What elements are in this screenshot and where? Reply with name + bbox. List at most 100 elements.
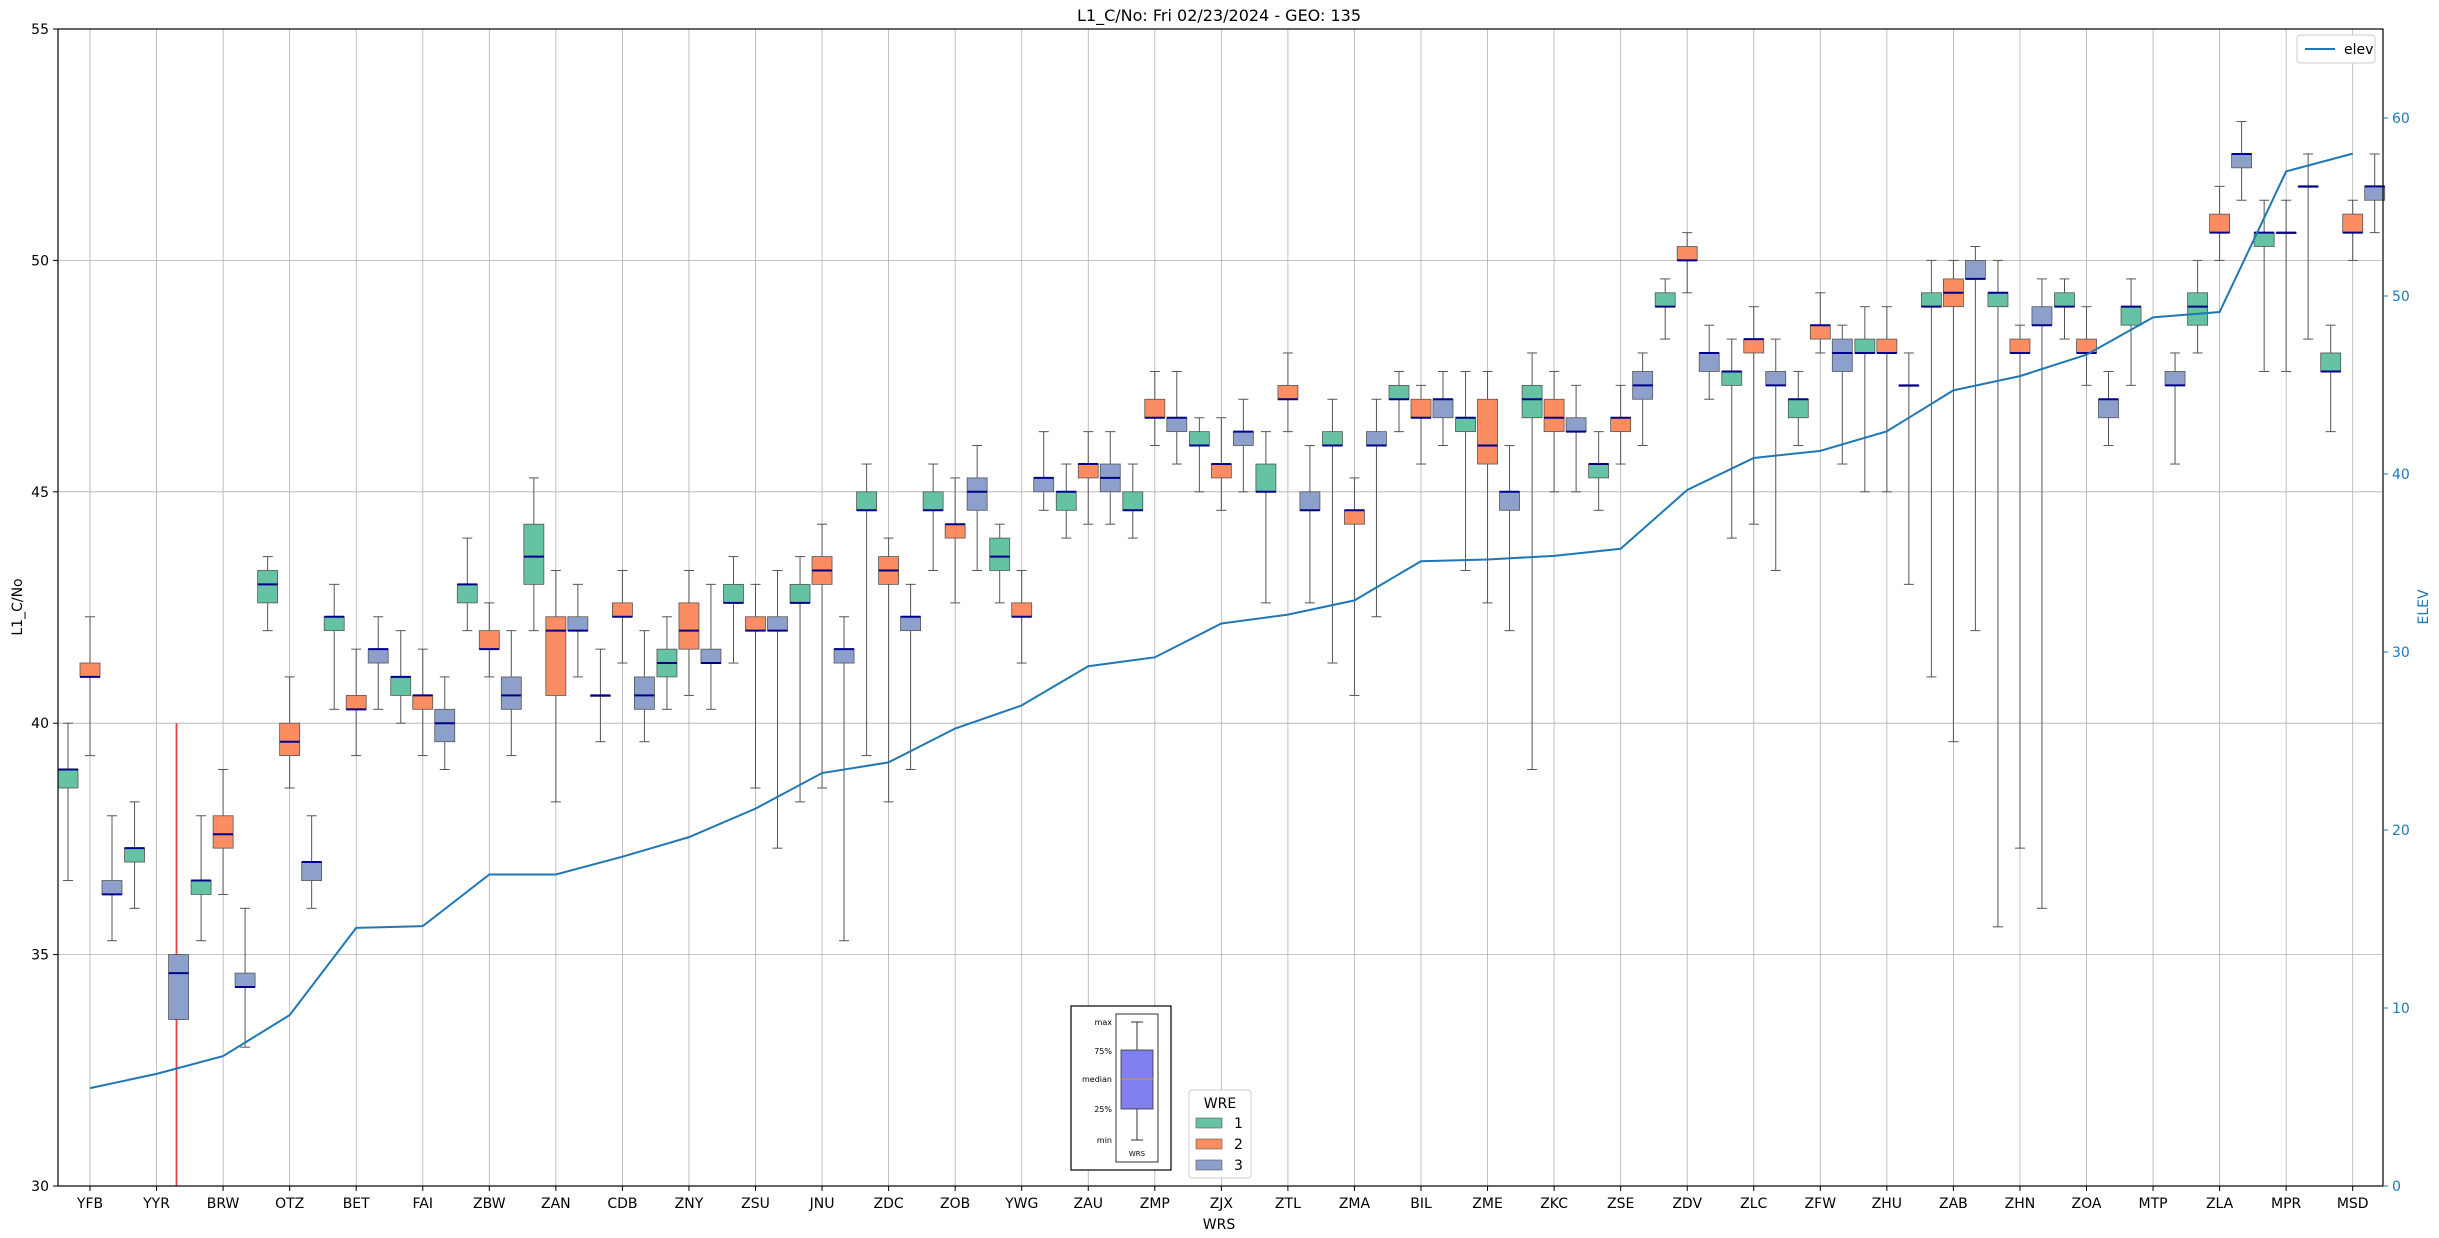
box-body: [1921, 292, 1942, 308]
box-body: [1787, 398, 1809, 419]
x-tick-label: BET: [343, 1196, 370, 1212]
box-body: [567, 616, 589, 632]
x-tick-label: MPR: [2271, 1196, 2302, 1212]
box-msd-wre1: [2320, 324, 2342, 433]
box-fai-wre2: [412, 648, 434, 757]
box-key-p75-label: 75%: [1094, 1047, 1112, 1056]
box-body: [2009, 338, 2031, 354]
box-brw-wre3: [234, 907, 256, 1048]
box-body: [1610, 417, 1632, 433]
box-zme-wre2: [1477, 370, 1498, 604]
y2-axis-label: ELEV: [2416, 589, 2432, 624]
box-body: [279, 722, 301, 756]
y-axis-label: L1_C/No: [10, 578, 26, 635]
box-body: [1410, 398, 1432, 419]
box-body: [1676, 246, 1698, 261]
box-body: [1455, 417, 1476, 433]
box-zdc-wre1: [856, 463, 877, 757]
box-key-p25-label: 25%: [1094, 1105, 1112, 1114]
box-body: [2231, 153, 2253, 169]
box-body: [1565, 417, 1587, 433]
box-zjx-wre3: [1232, 398, 1254, 493]
box-body: [789, 583, 811, 604]
box-zhn-wre1: [1987, 259, 2009, 928]
box-body: [212, 815, 234, 849]
box-mpr-wre1: [2253, 199, 2275, 372]
elev-legend: elev: [2296, 34, 2376, 64]
box-yfb-wre1: [57, 722, 79, 882]
box-body: [1987, 292, 2009, 308]
box-body: [323, 616, 345, 632]
x-tick-label: YFB: [76, 1196, 103, 1212]
box-body: [1033, 477, 1055, 493]
box-zdc-wre3: [900, 583, 921, 770]
box-body: [57, 769, 79, 789]
box-zmp-wre3: [1166, 370, 1188, 465]
wre-legend-title: WRE: [1204, 1096, 1236, 1112]
box-key-min-label: min: [1097, 1136, 1112, 1145]
wre-legend-frame: [1188, 1089, 1252, 1179]
x-tick-label: ZTL: [1275, 1196, 1301, 1212]
box-body: [944, 523, 966, 539]
box-ztl-wre3: [1299, 445, 1321, 604]
y2-tick-label: 0: [2392, 1179, 2401, 1195]
box-zbw-wre2: [478, 602, 500, 678]
box-body: [1543, 398, 1565, 433]
box-zbw-wre1: [456, 537, 478, 632]
box-body: [523, 523, 545, 585]
box-body: [1654, 292, 1676, 308]
box-zau-wre1: [1055, 463, 1077, 539]
box-zlc-wre2: [1743, 306, 1765, 525]
box-body: [2342, 213, 2364, 234]
box-body: [1144, 398, 1166, 419]
x-tick-label: ZHN: [2005, 1196, 2036, 1212]
box-body: [1854, 338, 1876, 354]
wre-legend-swatch-1: [1195, 1117, 1223, 1129]
x-tick-label: ZLA: [2206, 1196, 2234, 1212]
box-zhn-wre3: [2031, 278, 2053, 909]
x-tick-label: FAI: [413, 1196, 433, 1212]
box-otz-wre3: [301, 815, 323, 909]
box-zfw-wre2: [1809, 292, 1831, 354]
box-zoa-wre3: [2098, 370, 2119, 447]
y-tick-label: 50: [31, 253, 49, 269]
box-brw-wre2: [212, 768, 234, 895]
box-body: [1277, 384, 1299, 400]
y-gridlines: [58, 28, 2383, 1187]
box-body: [966, 477, 988, 511]
box-key-max-label: max: [1095, 1018, 1113, 1027]
box-zme-wre3: [1499, 445, 1520, 632]
box-body: [2187, 292, 2209, 326]
box-body: [2054, 292, 2075, 308]
y-tick-label: 30: [31, 1179, 49, 1195]
box-body: [1432, 398, 1454, 419]
x-tick-label: ZMP: [1140, 1196, 1170, 1212]
box-body: [1876, 338, 1898, 354]
box-body: [1055, 491, 1077, 511]
box-body: [1477, 398, 1498, 465]
box-mpr-wre3: [2297, 153, 2319, 340]
box-body: [2031, 306, 2053, 326]
box-body: [101, 880, 123, 895]
box-body: [833, 648, 855, 664]
box-zob-wre1: [922, 463, 944, 571]
box-yyr-wre3: [168, 954, 189, 1020]
box-msd-wre3: [2364, 153, 2386, 234]
wre-legend-label-1: 1: [1234, 1116, 1243, 1132]
box-zob-wre2: [944, 477, 966, 604]
box-zkc-wre3: [1565, 384, 1587, 493]
box-body: [1210, 463, 1232, 479]
box-zny-wre1: [656, 616, 678, 710]
wre-legend-swatch-2: [1195, 1138, 1223, 1150]
box-otz-wre2: [279, 676, 301, 789]
x-tick-label: OTZ: [275, 1196, 304, 1212]
box-zfw-wre1: [1787, 370, 1809, 447]
x-tick-label: ZKC: [1540, 1196, 1568, 1212]
y-tick-label: 55: [31, 22, 49, 38]
x-gridlines: [89, 29, 2354, 1186]
box-body: [1188, 431, 1210, 446]
x-tick-label: YYR: [142, 1196, 170, 1212]
box-zob-wre3: [966, 445, 988, 571]
box-jnu-wre2: [811, 523, 833, 789]
